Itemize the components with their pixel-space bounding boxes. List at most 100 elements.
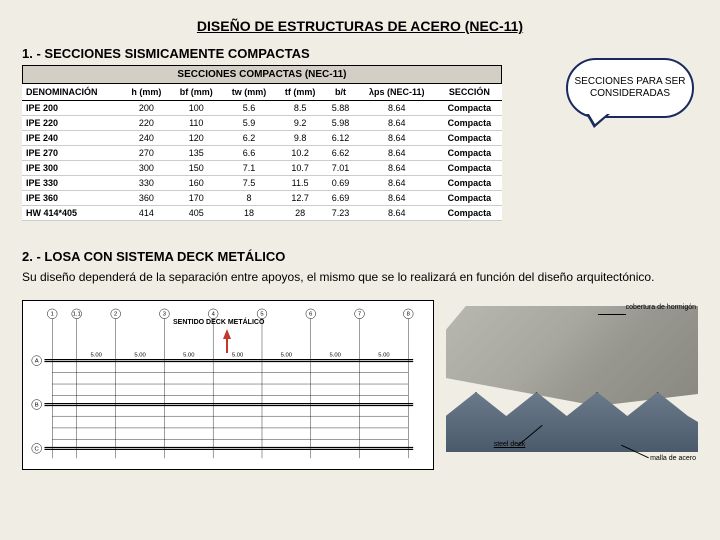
diagram-row: SENTIDO DECK METÁLICO 11.12345678ABC5.00… — [0, 286, 720, 470]
table-cell: 10.2 — [276, 146, 325, 161]
label-hormigon: cobertura de hormigón — [626, 304, 696, 311]
table-cell: IPE 270 — [22, 146, 122, 161]
svg-text:3: 3 — [163, 312, 166, 318]
table-cell: 8.64 — [357, 101, 437, 116]
table-cell: 8.64 — [357, 161, 437, 176]
table-cell: IPE 360 — [22, 191, 122, 206]
table-cell: 170 — [170, 191, 222, 206]
table-cell: 8 — [222, 191, 276, 206]
deck-section: cobertura de hormigón steel deck malla d… — [446, 300, 698, 470]
svg-text:5.00: 5.00 — [232, 353, 244, 359]
table-cell: 5.98 — [324, 116, 356, 131]
table-cell: 7.1 — [222, 161, 276, 176]
svg-text:1.1: 1.1 — [73, 312, 81, 318]
table-cell: 5.6 — [222, 101, 276, 116]
table-cell: Compacta — [437, 101, 502, 116]
svg-text:5: 5 — [260, 312, 263, 318]
table-cell: 8.64 — [357, 206, 437, 221]
page-title: DISEÑO DE ESTRUCTURAS DE ACERO (NEC-11) — [0, 0, 720, 34]
table-cell: 11.5 — [276, 176, 325, 191]
svg-text:6: 6 — [309, 312, 312, 318]
svg-text:5.00: 5.00 — [378, 353, 390, 359]
table-cell: 9.8 — [276, 131, 325, 146]
table-cell: Compacta — [437, 176, 502, 191]
table-cell: 12.7 — [276, 191, 325, 206]
table-cell: 405 — [170, 206, 222, 221]
sentido-label: SENTIDO DECK METÁLICO — [173, 319, 264, 326]
table-cell: IPE 240 — [22, 131, 122, 146]
svg-text:5.00: 5.00 — [329, 353, 341, 359]
table-cell: 414 — [122, 206, 170, 221]
plan-grid-svg: 11.12345678ABC5.005.005.005.005.005.005.… — [23, 301, 433, 469]
table-cell: 10.7 — [276, 161, 325, 176]
table-cell: IPE 200 — [22, 101, 122, 116]
bubble-text: SECCIONES PARA SER CONSIDERADAS — [572, 76, 688, 101]
table-cell: 8.64 — [357, 191, 437, 206]
table-cell: 150 — [170, 161, 222, 176]
section2-heading: 2. - LOSA CON SISTEMA DECK METÁLICO — [0, 221, 720, 268]
table-row: IPE 3003001507.110.77.018.64Compacta — [22, 161, 502, 176]
table-cell: 8.64 — [357, 116, 437, 131]
table-cell: Compacta — [437, 116, 502, 131]
table-cell: 330 — [122, 176, 170, 191]
table-cell: 270 — [122, 146, 170, 161]
table-cell: 8.64 — [357, 146, 437, 161]
table-cell: IPE 330 — [22, 176, 122, 191]
svg-text:8: 8 — [407, 312, 410, 318]
table-cell: 28 — [276, 206, 325, 221]
svg-text:2: 2 — [114, 312, 117, 318]
table-col-header: b/t — [324, 84, 356, 101]
table-cell: 360 — [122, 191, 170, 206]
table-row: IPE 2402401206.29.86.128.64Compacta — [22, 131, 502, 146]
label-malla: malla de acero — [650, 455, 696, 462]
table-cell: 9.2 — [276, 116, 325, 131]
svg-text:B: B — [35, 402, 39, 408]
table-row: HW 414*40541440518287.238.64Compacta — [22, 206, 502, 221]
table-cell: Compacta — [437, 191, 502, 206]
table-cell: 8.64 — [357, 176, 437, 191]
table-row: IPE 360360170812.76.698.64Compacta — [22, 191, 502, 206]
table-cell: 100 — [170, 101, 222, 116]
table-cell: 6.62 — [324, 146, 356, 161]
label-steel-deck: steel deck — [494, 441, 526, 448]
svg-text:5.00: 5.00 — [281, 353, 293, 359]
concrete-slab — [446, 306, 698, 406]
table-header-row: DENOMINACIÓNh (mm)bf (mm)tw (mm)tf (mm)b… — [22, 84, 502, 101]
arrow-icon — [223, 329, 231, 339]
svg-text:C: C — [35, 446, 39, 452]
table-cell: 6.69 — [324, 191, 356, 206]
table-cell: 6.2 — [222, 131, 276, 146]
table-col-header: DENOMINACIÓN — [22, 84, 122, 101]
table-cell: 6.6 — [222, 146, 276, 161]
table-cell: 160 — [170, 176, 222, 191]
table-row: IPE 2702701356.610.26.628.64Compacta — [22, 146, 502, 161]
table-cell: 7.01 — [324, 161, 356, 176]
section2-body: Su diseño dependerá de la separación ent… — [0, 268, 720, 286]
table-col-header: bf (mm) — [170, 84, 222, 101]
table-cell: 5.9 — [222, 116, 276, 131]
callout-bubble: SECCIONES PARA SER CONSIDERADAS — [566, 58, 694, 118]
table-row: IPE 3303301607.511.50.698.64Compacta — [22, 176, 502, 191]
table-cell: 135 — [170, 146, 222, 161]
table-cell: 6.12 — [324, 131, 356, 146]
sections-table: SECCIONES COMPACTAS (NEC-11) DENOMINACIÓ… — [22, 65, 502, 221]
table-cell: 7.23 — [324, 206, 356, 221]
table-cell: IPE 300 — [22, 161, 122, 176]
svg-text:1: 1 — [51, 312, 54, 318]
table-cell: 5.88 — [324, 101, 356, 116]
table-cell: 110 — [170, 116, 222, 131]
table-cell: IPE 220 — [22, 116, 122, 131]
svg-text:7: 7 — [358, 312, 361, 318]
table-col-header: tw (mm) — [222, 84, 276, 101]
svg-text:A: A — [35, 359, 39, 365]
table-cell: Compacta — [437, 146, 502, 161]
table-cell: 300 — [122, 161, 170, 176]
table-cell: Compacta — [437, 161, 502, 176]
table-col-header: h (mm) — [122, 84, 170, 101]
table-cell: HW 414*405 — [22, 206, 122, 221]
svg-text:5.00: 5.00 — [90, 353, 102, 359]
table-caption: SECCIONES COMPACTAS (NEC-11) — [22, 65, 502, 83]
table-cell: 240 — [122, 131, 170, 146]
table-cell: Compacta — [437, 131, 502, 146]
svg-text:5.00: 5.00 — [183, 353, 195, 359]
